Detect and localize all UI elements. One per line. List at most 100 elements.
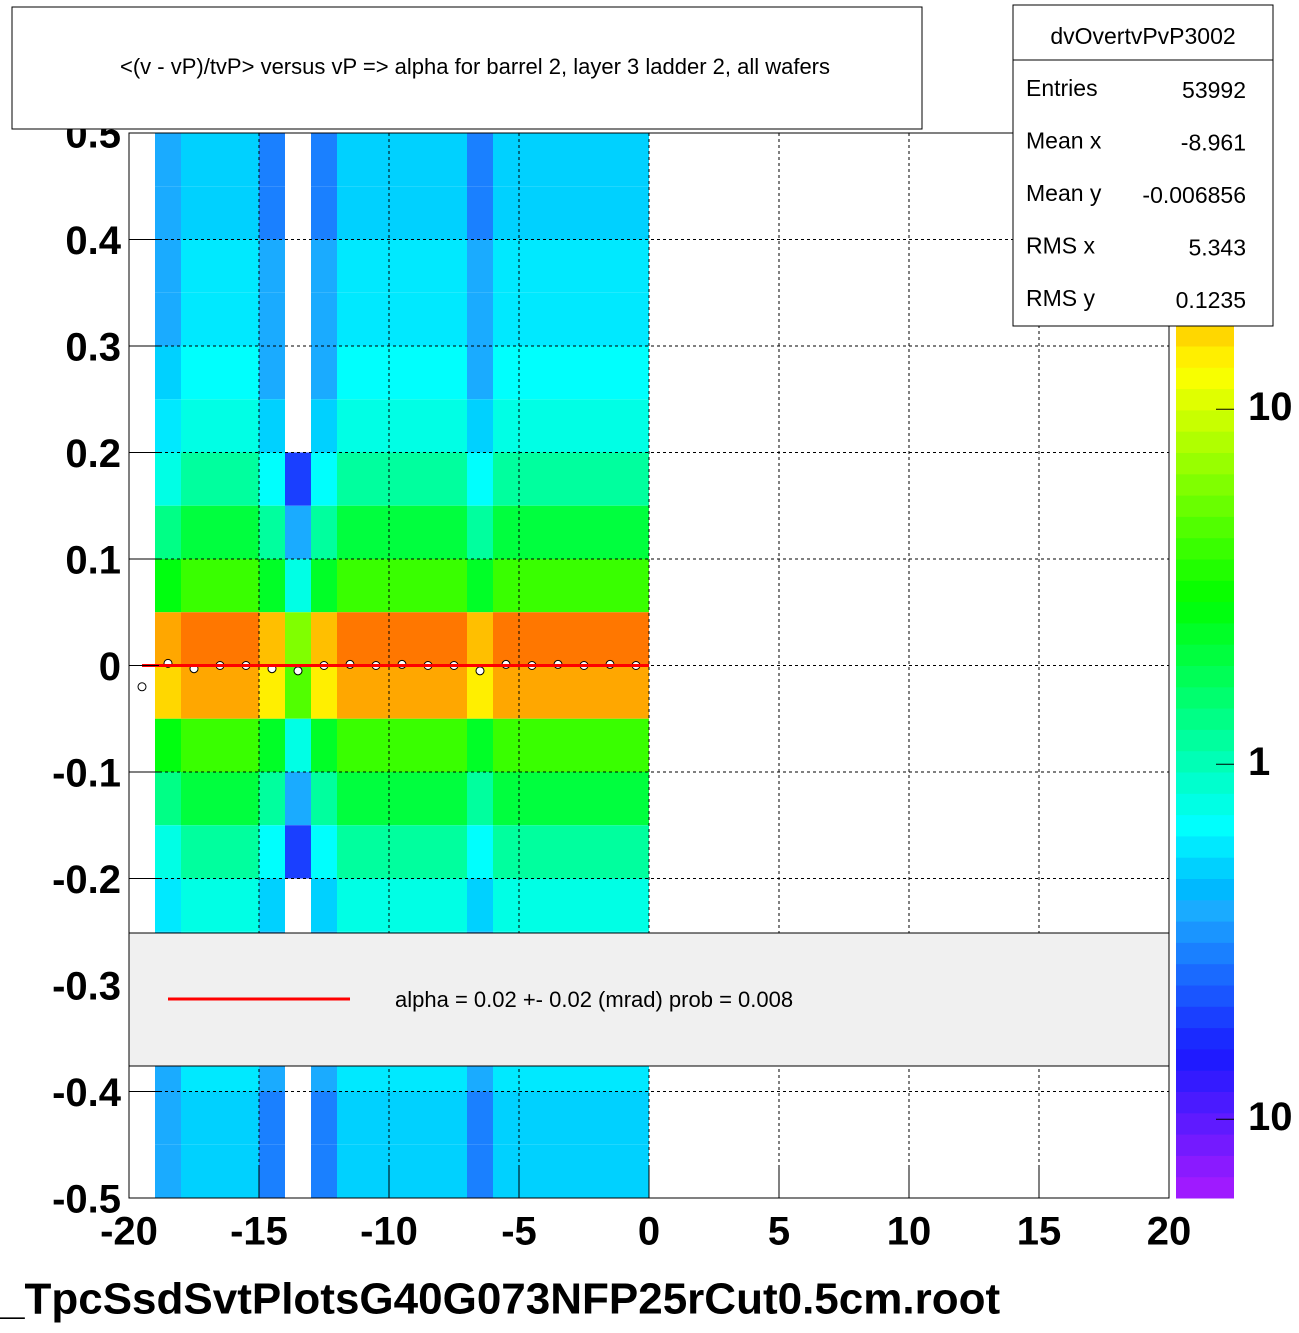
cell bbox=[597, 399, 623, 453]
cell bbox=[285, 452, 311, 506]
cell bbox=[259, 1144, 285, 1198]
cell bbox=[441, 239, 467, 293]
profile-point bbox=[137, 682, 147, 692]
cell bbox=[571, 559, 597, 613]
stats-value: 53992 bbox=[1182, 77, 1246, 103]
cell bbox=[233, 292, 259, 346]
x-tick-label: 15 bbox=[1017, 1210, 1062, 1254]
cell bbox=[155, 665, 181, 719]
cell bbox=[597, 612, 623, 666]
palette-step bbox=[1176, 1070, 1234, 1092]
cell bbox=[233, 559, 259, 613]
palette-step bbox=[1176, 814, 1234, 837]
cell bbox=[597, 346, 623, 400]
palette-step bbox=[1176, 835, 1234, 858]
palette-step bbox=[1176, 346, 1234, 368]
cell bbox=[363, 1091, 389, 1145]
palette-step bbox=[1176, 559, 1234, 581]
cell bbox=[415, 612, 441, 666]
cell bbox=[311, 239, 337, 293]
cell bbox=[337, 772, 363, 826]
cell bbox=[545, 239, 571, 293]
cell bbox=[389, 825, 415, 879]
cell bbox=[233, 239, 259, 293]
cell bbox=[389, 452, 415, 506]
cell bbox=[337, 1091, 363, 1145]
cell bbox=[571, 505, 597, 559]
cell bbox=[389, 612, 415, 666]
cell bbox=[623, 346, 649, 400]
y-tick-label: -0.5 bbox=[52, 1178, 121, 1222]
x-tick-label: -15 bbox=[230, 1210, 288, 1254]
cell bbox=[155, 292, 181, 346]
cell bbox=[571, 133, 597, 187]
cell bbox=[155, 505, 181, 559]
cell bbox=[285, 718, 311, 772]
cell bbox=[311, 772, 337, 826]
cell bbox=[207, 186, 233, 240]
palette-step bbox=[1176, 622, 1234, 645]
cell bbox=[259, 186, 285, 240]
cell bbox=[623, 878, 649, 932]
cell bbox=[233, 186, 259, 240]
cell bbox=[467, 718, 493, 772]
palette-step bbox=[1176, 409, 1234, 432]
cell bbox=[545, 878, 571, 932]
cell bbox=[519, 133, 545, 187]
cell bbox=[623, 559, 649, 613]
cell bbox=[181, 825, 207, 879]
cell bbox=[337, 346, 363, 400]
cell bbox=[519, 239, 545, 293]
x-tick-label: 20 bbox=[1147, 1210, 1192, 1254]
cell bbox=[259, 559, 285, 613]
palette-step bbox=[1176, 431, 1234, 453]
cell bbox=[415, 559, 441, 613]
cell bbox=[337, 186, 363, 240]
stats-name: dvOvertvPvP3002 bbox=[1050, 23, 1235, 49]
cell bbox=[233, 346, 259, 400]
cell bbox=[155, 133, 181, 187]
cell bbox=[597, 133, 623, 187]
palette-step bbox=[1176, 921, 1234, 943]
cell bbox=[545, 1091, 571, 1145]
cell bbox=[207, 559, 233, 613]
cell bbox=[571, 399, 597, 453]
cell bbox=[519, 772, 545, 826]
palette-step bbox=[1176, 793, 1234, 816]
cell bbox=[493, 346, 519, 400]
cell bbox=[207, 772, 233, 826]
stats-label: Entries bbox=[1026, 75, 1098, 101]
palette-step bbox=[1176, 708, 1234, 730]
cell bbox=[389, 718, 415, 772]
cell bbox=[519, 1144, 545, 1198]
cell bbox=[337, 399, 363, 453]
cell bbox=[545, 825, 571, 879]
cell bbox=[207, 665, 233, 719]
cell bbox=[597, 718, 623, 772]
cell bbox=[545, 559, 571, 613]
cell bbox=[363, 133, 389, 187]
cell bbox=[311, 452, 337, 506]
axes: -20 -15 -10 -5 0 5 10 15 20 -0.5 -0.4 -0.3 -0.2 -0.1 0… bbox=[52, 113, 1191, 1254]
cell bbox=[389, 292, 415, 346]
cell bbox=[467, 292, 493, 346]
cell bbox=[311, 292, 337, 346]
palette-step bbox=[1176, 772, 1234, 794]
footer: _TpcSsdSvtPlotsG40G073NFP25rCut0.5cm.roo… bbox=[0, 1275, 1000, 1324]
cell bbox=[363, 452, 389, 506]
cell bbox=[363, 665, 389, 719]
cell bbox=[441, 665, 467, 719]
cell bbox=[493, 825, 519, 879]
cell bbox=[155, 772, 181, 826]
cell bbox=[155, 878, 181, 932]
cell bbox=[571, 665, 597, 719]
palette-step bbox=[1176, 1134, 1234, 1156]
cell bbox=[493, 452, 519, 506]
cell bbox=[389, 133, 415, 187]
cell bbox=[259, 665, 285, 719]
cell bbox=[389, 559, 415, 613]
cell bbox=[233, 612, 259, 666]
cell bbox=[545, 718, 571, 772]
cell bbox=[571, 612, 597, 666]
cell bbox=[441, 559, 467, 613]
